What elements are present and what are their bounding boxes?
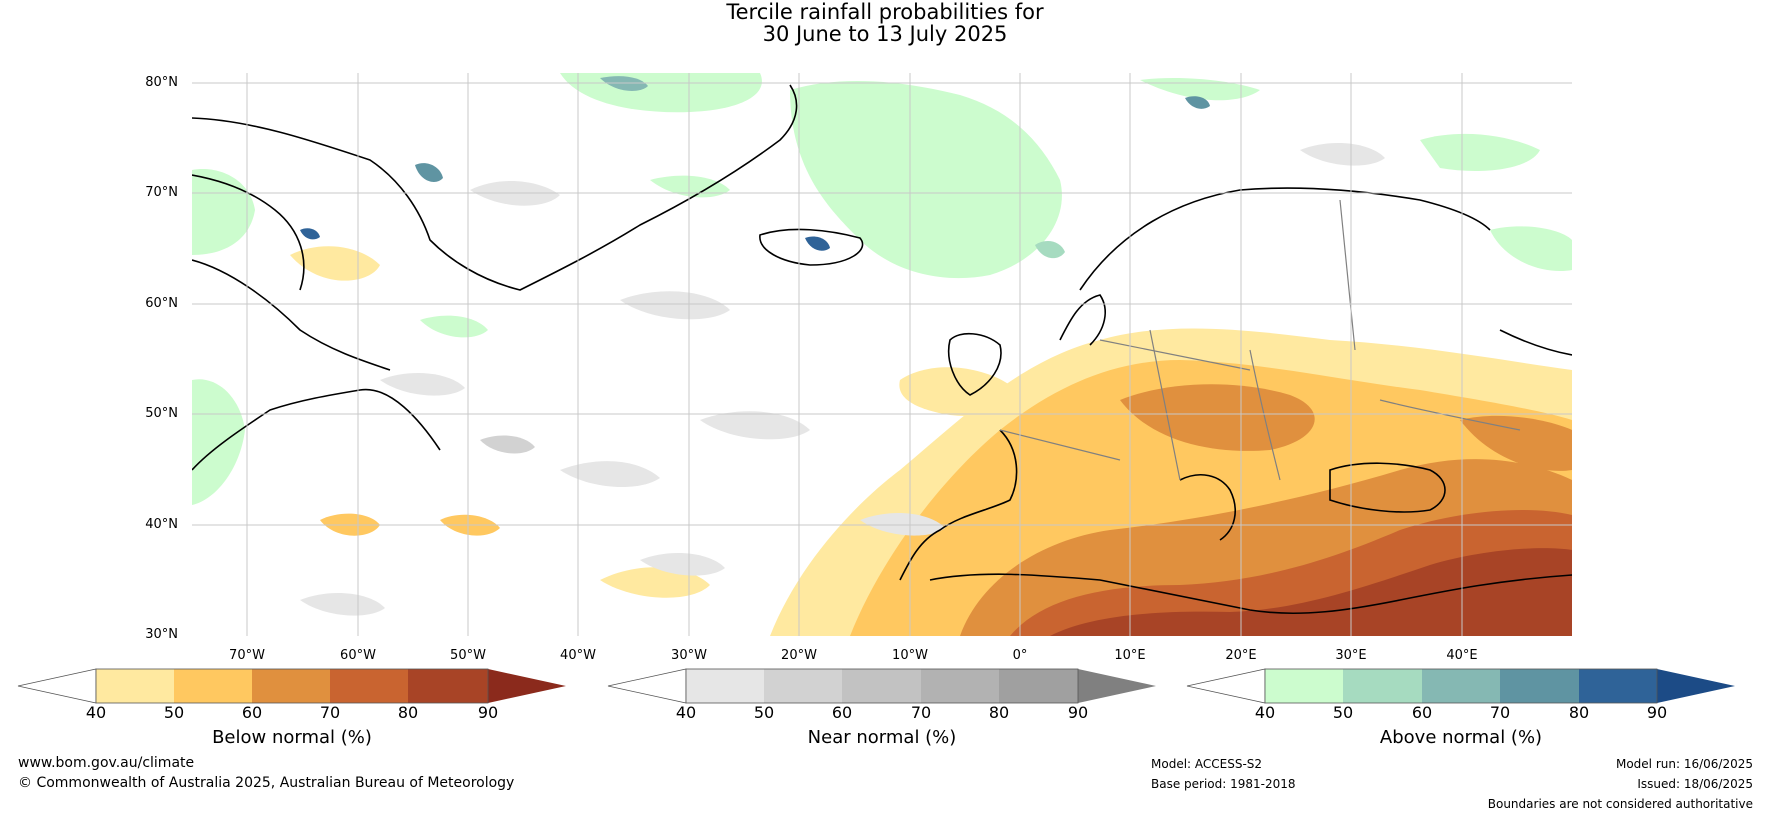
colorbar-above-bin-2 — [1343, 669, 1422, 703]
cbar-below-title: Below normal (%) — [212, 727, 372, 748]
cbar-below-tick: 70 — [319, 703, 341, 722]
lat-label-70n: 70°N — [145, 185, 178, 200]
colorbar-below-max-triangle — [488, 669, 566, 703]
colorbar-below-normal — [17, 668, 566, 704]
lon-label-20w: 20°W — [781, 648, 817, 663]
lat-label-30n: 30°N — [145, 627, 178, 642]
cbar-above-tick: 70 — [1489, 703, 1511, 722]
colorbar-above-bin-5 — [1579, 669, 1657, 703]
colorbar-above-bin-1 — [1265, 669, 1343, 703]
colorbar-above-bin-4 — [1500, 669, 1579, 703]
lon-label-60w: 60°W — [340, 648, 376, 663]
colorbar-below-bin-5 — [408, 669, 488, 703]
cbar-above-tick: 60 — [1411, 703, 1433, 722]
cbar-above-tick: 50 — [1332, 703, 1354, 722]
title-line-1: Tercile rainfall probabilities for — [726, 0, 1044, 24]
colorbar-near-min-triangle — [607, 668, 687, 704]
below-normal-regions — [290, 246, 1572, 636]
cbar-near-tick: 80 — [988, 703, 1010, 722]
cbar-near-tick: 90 — [1067, 703, 1089, 722]
lon-label-10e: 10°E — [1114, 648, 1146, 663]
near-normal-regions — [300, 143, 1385, 616]
lon-label-50w: 50°W — [450, 648, 486, 663]
lon-label-0: 0° — [1012, 648, 1028, 663]
cbar-near-tick: 60 — [831, 703, 853, 722]
colorbar-near-bin-3 — [842, 669, 921, 703]
lat-label-60n: 60°N — [145, 296, 178, 311]
cbar-above-tick: 90 — [1646, 703, 1668, 722]
colorbar-above-min-triangle — [1186, 668, 1266, 704]
colorbar-below-min-triangle — [17, 668, 97, 704]
colorbar-near-max-triangle — [1078, 669, 1156, 703]
footer-issued: Issued: 18/06/2025 — [1637, 777, 1753, 791]
cbar-near-title: Near normal (%) — [807, 727, 957, 748]
colorbar-above-max-triangle — [1657, 669, 1735, 703]
lon-label-20e: 20°E — [1225, 648, 1257, 663]
lon-label-30w: 30°W — [671, 648, 707, 663]
lon-label-10w: 10°W — [892, 648, 928, 663]
cbar-below-tick: 40 — [85, 703, 107, 722]
colorbar-below-bin-4 — [330, 669, 408, 703]
footer-website: www.bom.gov.au/climate — [18, 755, 195, 771]
colorbar-below-bin-1 — [96, 669, 174, 703]
colorbar-above-bin-3 — [1422, 669, 1500, 703]
cbar-above-tick: 80 — [1568, 703, 1590, 722]
cbar-above-tick: 40 — [1254, 703, 1276, 722]
footer-disclaimer: Boundaries are not considered authoritat… — [1487, 797, 1753, 811]
cbar-below-tick: 50 — [163, 703, 185, 722]
footer-model: Model: ACCESS-S2 — [1151, 757, 1263, 771]
colorbar-above-normal — [1186, 668, 1735, 704]
lon-label-30e: 30°E — [1335, 648, 1367, 663]
colorbar-below-bin-3 — [252, 669, 330, 703]
colorbar-below-bin-2 — [174, 669, 252, 703]
lon-label-40w: 40°W — [560, 648, 596, 663]
lon-label-70w: 70°W — [229, 648, 265, 663]
colorbar-near-bin-2 — [764, 669, 842, 703]
footer-base-period: Base period: 1981-2018 — [1151, 777, 1296, 791]
cbar-near-tick: 70 — [910, 703, 932, 722]
cbar-above-title: Above normal (%) — [1379, 727, 1543, 748]
footer-copyright: © Commonwealth of Australia 2025, Austra… — [18, 775, 515, 791]
cbar-below-tick: 90 — [477, 703, 499, 722]
colorbar-near-bin-1 — [686, 669, 764, 703]
country-borders — [999, 199, 1521, 481]
colorbar-near-bin-5 — [999, 669, 1078, 703]
footer-model-run: Model run: 16/06/2025 — [1615, 757, 1753, 771]
title-line-2: 30 June to 13 July 2025 — [762, 22, 1008, 46]
cbar-below-tick: 80 — [397, 703, 419, 722]
cbar-near-tick: 40 — [675, 703, 697, 722]
cbar-below-tick: 60 — [241, 703, 263, 722]
colorbar-near-normal — [607, 668, 1156, 704]
colorbar-near-bin-4 — [921, 669, 999, 703]
graticule — [192, 73, 1572, 636]
cbar-near-tick: 50 — [753, 703, 775, 722]
coastlines — [192, 84, 1572, 615]
lat-label-50n: 50°N — [145, 406, 178, 421]
lat-label-40n: 40°N — [145, 517, 178, 532]
lat-label-80n: 80°N — [145, 75, 178, 90]
lon-label-40e: 40°E — [1446, 648, 1478, 663]
